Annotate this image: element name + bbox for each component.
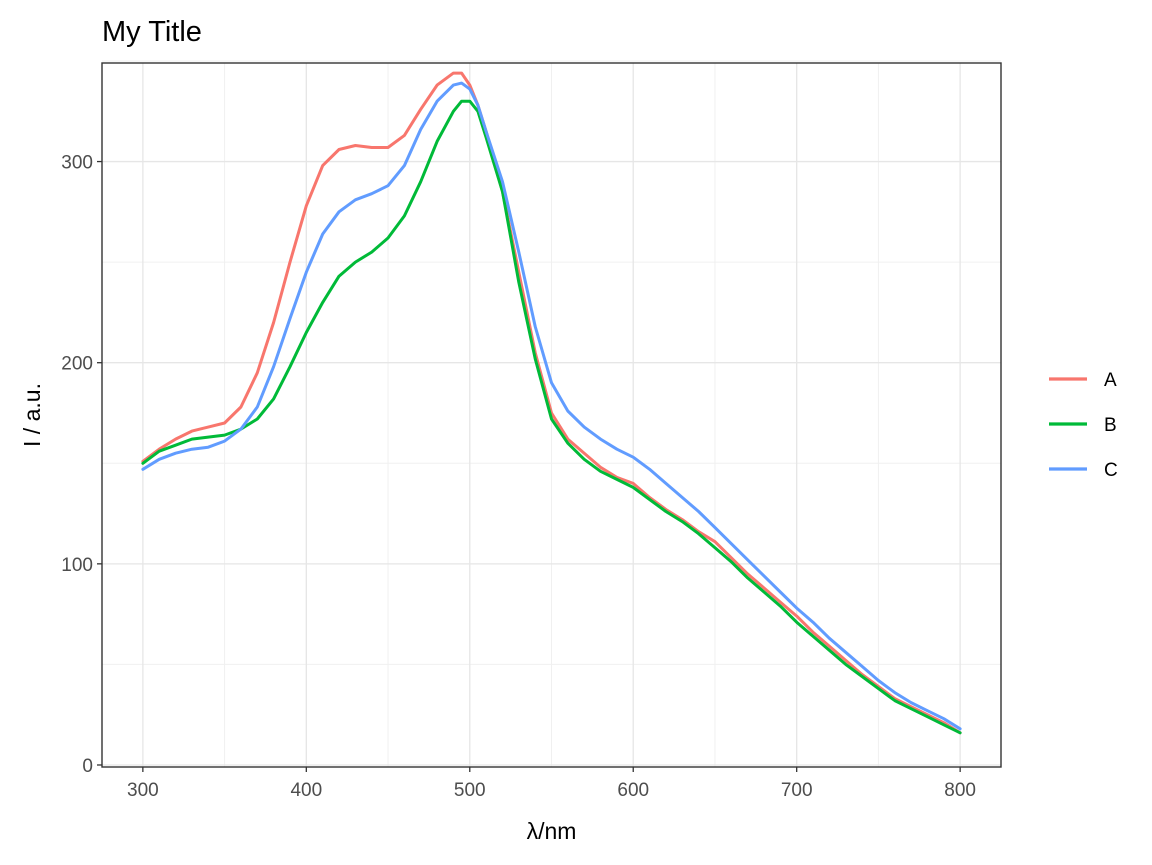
x-tick-label: 500 [454,780,486,801]
series-line-b [141,99,962,735]
y-tick-label: 200 [61,354,93,375]
legend-label-c: C [1104,460,1118,481]
x-axis: 300 400 500 600 700 800 [127,767,976,801]
y-axis: 0 100 200 300 [61,153,102,777]
series-lines [141,71,962,735]
x-tick-label: 800 [944,780,976,801]
x-tick-label: 700 [781,780,813,801]
grid-major [102,63,1001,767]
y-tick-label: 100 [61,555,93,576]
x-tick-label: 600 [617,780,649,801]
x-tick-label: 400 [290,780,322,801]
legend-label-a: A [1104,370,1117,391]
x-tick-label: 300 [127,780,159,801]
y-axis-title: I / a.u. [19,383,45,447]
series-line-c [141,81,962,731]
legend: A B C [1049,370,1118,481]
x-axis-title: λ/nm [527,818,577,844]
y-tick-label: 0 [82,756,93,777]
legend-label-b: B [1104,415,1117,436]
chart-title: My Title [102,16,202,48]
y-tick-label: 300 [61,153,93,174]
panel-border [101,62,1002,768]
grid-minor [102,60,1001,767]
